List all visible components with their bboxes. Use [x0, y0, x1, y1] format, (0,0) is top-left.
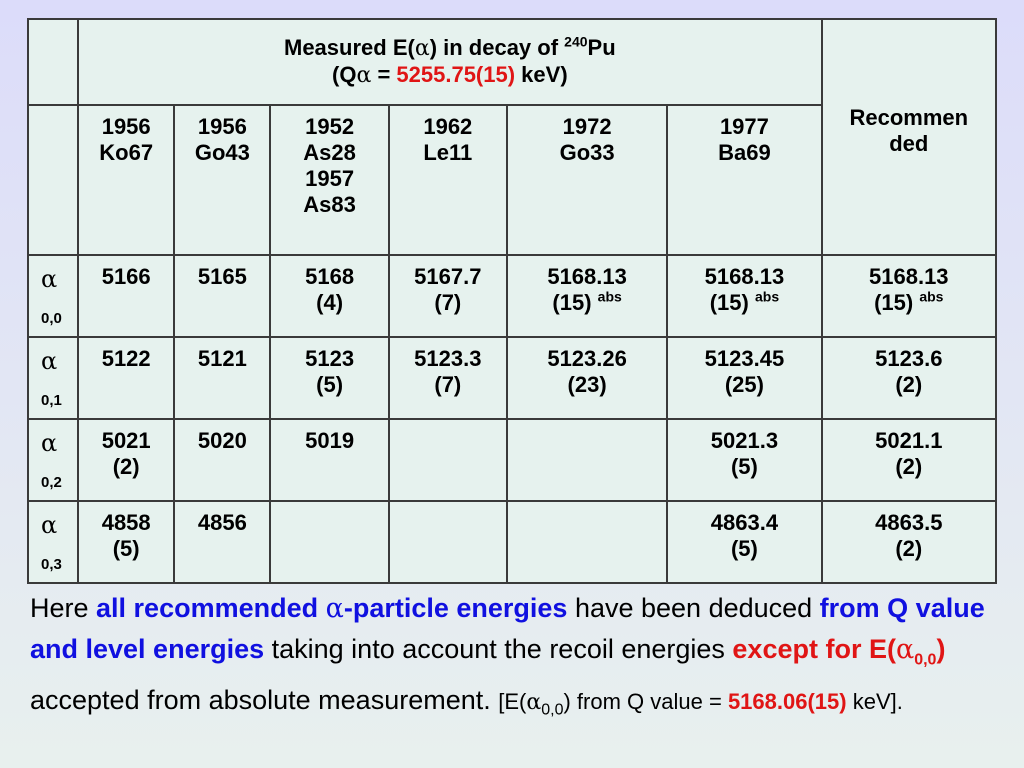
- value-cell: 5122: [77, 336, 176, 420]
- value-cell: 5123 (5): [269, 336, 390, 420]
- q-unit: keV): [515, 62, 568, 87]
- note-text: accepted from absolute measurement.: [30, 685, 499, 716]
- q-value: 5255.75(15): [396, 62, 516, 87]
- corner-cell: [26, 18, 80, 106]
- source-cell: 1952 As28 1957 As83: [269, 104, 390, 256]
- alpha-symbol: α: [356, 63, 372, 88]
- source-cell: 1956 Ko67: [77, 104, 176, 256]
- recommended-label: Recommen ded: [849, 105, 969, 156]
- table-header-row: Measured E(α) in decay of 240Pu (Qα = 52…: [26, 18, 998, 256]
- value-cell: 5168 (4): [269, 254, 390, 338]
- table-row: α 0,3 4858 (5) 4856 4863.4 (5) 4863.5 (2): [26, 500, 998, 584]
- table-row: α 0,0 5166 5165 5168 (4) 5167.7 (7) 5168.13…: [26, 254, 998, 338]
- value-cell: [387, 418, 508, 502]
- value-cell: 5021.3 (5): [666, 418, 823, 502]
- transition-label: α 0,2: [26, 418, 80, 502]
- source-corner-cell: [26, 104, 80, 256]
- recommended-cell: 5123.6 (2): [820, 336, 998, 420]
- value-cell: 5167.7 (7): [387, 254, 508, 338]
- q-equals: =: [371, 62, 397, 87]
- value-cell: 5168.13 (15) abs: [666, 254, 823, 338]
- mass-number: 240: [564, 33, 588, 50]
- note-text: have been deduced: [567, 593, 820, 623]
- source-cell: 1972 Go33: [505, 104, 669, 256]
- alpha-energy-table: Measured E(α) in decay of 240Pu (Qα = 52…: [26, 18, 998, 584]
- value-cell: 5168.13 (15) abs: [505, 254, 669, 338]
- value-cell: 5123.26 (23): [505, 336, 669, 420]
- transition-label: α 0,0: [26, 254, 80, 338]
- note-text: Here: [30, 593, 97, 623]
- abs-marker: abs: [754, 288, 780, 305]
- header-text-2: ) in decay of: [429, 35, 565, 60]
- transition-label: α 0,3: [26, 500, 80, 584]
- source-cell: 1956 Go43: [173, 104, 272, 256]
- explanation-note: Here all recommended α-particle energies…: [30, 588, 1010, 731]
- value-cell: 5021 (2): [77, 418, 176, 502]
- value-cell: 5165: [173, 254, 272, 338]
- value-cell: 4856: [173, 500, 272, 584]
- value-cell: [505, 418, 669, 502]
- measured-header: Measured E(α) in decay of 240Pu (Qα = 52…: [77, 18, 823, 106]
- table-row: α 0,2 5021 (2) 5020 5019 5021.3 (5) 5021.1(…: [26, 418, 998, 502]
- value-cell: 5123.3 (7): [387, 336, 508, 420]
- value-cell: 5123.45 (25): [666, 336, 823, 420]
- value-cell: 5019: [269, 418, 390, 502]
- note-bracket: [E(α0,0) from Q value = 5168.06(15) keV]…: [498, 689, 903, 719]
- source-cell: 1962 Le11: [387, 104, 508, 256]
- recommended-cell: 5168.13 (15) abs: [820, 254, 998, 338]
- value-cell: [387, 500, 508, 584]
- source-cell: 1977 Ba69: [666, 104, 823, 256]
- abs-marker: abs: [597, 288, 622, 305]
- table-row: α 0,1 5122 5121 5123 (5) 5123.3 (7) 5123.26…: [26, 336, 998, 420]
- recommended-header: Recommen ded: [820, 18, 998, 256]
- value-cell: [269, 500, 390, 584]
- q-derived-value: 5168.06(15): [727, 689, 847, 715]
- note-highlight-blue: from Q value and level energies: [30, 593, 985, 664]
- value-cell: 4858 (5): [77, 500, 176, 584]
- element-symbol: Pu: [587, 35, 616, 60]
- value-cell: [505, 500, 669, 584]
- value-cell: 4863.4 (5): [666, 500, 823, 584]
- note-text: taking into account the recoil energies: [264, 634, 733, 664]
- alpha-symbol: α: [414, 36, 430, 61]
- value-cell: 5121: [173, 336, 272, 420]
- recommended-cell: 5021.1 (2): [820, 418, 998, 502]
- recommended-cell: 4863.5 (2): [820, 500, 998, 584]
- note-highlight-red: except for E(α0,0): [732, 634, 946, 669]
- note-highlight-blue: all recommended α-particle energies: [96, 593, 568, 624]
- header-text-1: Measured E(: [284, 35, 415, 60]
- abs-marker: abs: [919, 288, 944, 305]
- value-cell: 5166: [77, 254, 176, 338]
- source-row: 1956 Ko67 1956 Go43 1952 As28 1957 As83 1962 L…: [26, 104, 996, 256]
- transition-label: α 0,1: [26, 336, 80, 420]
- value-cell: 5020: [173, 418, 272, 502]
- q-label: (Q: [332, 62, 357, 87]
